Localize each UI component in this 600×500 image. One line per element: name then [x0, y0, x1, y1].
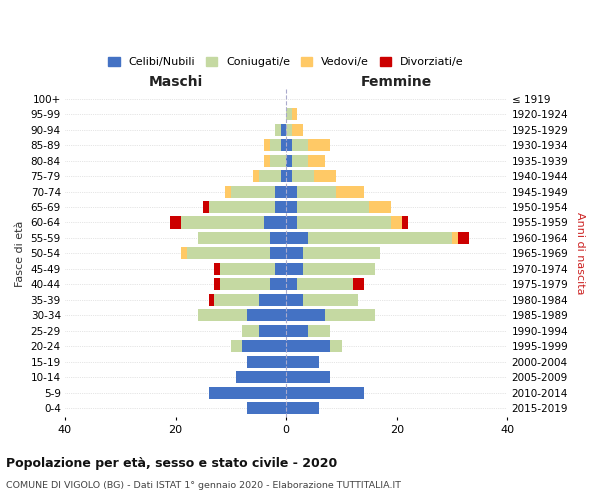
- Bar: [286, 216, 297, 228]
- Legend: Celibi/Nubili, Coniugati/e, Vedovi/e, Divorziati/e: Celibi/Nubili, Coniugati/e, Vedovi/e, Di…: [104, 52, 469, 72]
- Bar: [292, 170, 314, 182]
- Bar: [198, 232, 269, 244]
- Bar: [308, 324, 331, 337]
- Bar: [325, 310, 374, 322]
- Bar: [308, 154, 325, 166]
- Bar: [292, 108, 297, 120]
- Bar: [286, 154, 292, 166]
- Bar: [297, 201, 369, 213]
- Bar: [242, 324, 259, 337]
- Bar: [308, 232, 452, 244]
- Bar: [231, 340, 242, 352]
- Bar: [264, 139, 269, 151]
- Bar: [281, 139, 286, 151]
- Bar: [336, 186, 364, 198]
- Bar: [286, 294, 303, 306]
- Y-axis label: Fasce di età: Fasce di età: [15, 220, 25, 286]
- Bar: [170, 216, 181, 228]
- Bar: [209, 201, 275, 213]
- Bar: [209, 294, 214, 306]
- Bar: [286, 402, 319, 414]
- Bar: [292, 154, 308, 166]
- Bar: [286, 324, 308, 337]
- Bar: [286, 310, 325, 322]
- Bar: [264, 154, 269, 166]
- Bar: [226, 186, 231, 198]
- Bar: [286, 139, 292, 151]
- Bar: [269, 278, 286, 290]
- Bar: [203, 201, 209, 213]
- Bar: [286, 170, 292, 182]
- Bar: [281, 170, 286, 182]
- Bar: [286, 108, 292, 120]
- Bar: [286, 201, 297, 213]
- Text: COMUNE DI VIGOLO (BG) - Dati ISTAT 1° gennaio 2020 - Elaborazione TUTTITALIA.IT: COMUNE DI VIGOLO (BG) - Dati ISTAT 1° ge…: [6, 481, 401, 490]
- Bar: [247, 402, 286, 414]
- Text: Popolazione per età, sesso e stato civile - 2020: Popolazione per età, sesso e stato civil…: [6, 458, 337, 470]
- Bar: [403, 216, 408, 228]
- Bar: [214, 263, 220, 275]
- Bar: [292, 139, 308, 151]
- Bar: [264, 216, 286, 228]
- Bar: [214, 278, 220, 290]
- Bar: [236, 371, 286, 383]
- Bar: [286, 248, 303, 260]
- Bar: [181, 248, 187, 260]
- Bar: [220, 278, 269, 290]
- Bar: [297, 186, 336, 198]
- Bar: [286, 124, 292, 136]
- Bar: [275, 186, 286, 198]
- Bar: [275, 124, 281, 136]
- Bar: [269, 232, 286, 244]
- Bar: [303, 263, 374, 275]
- Bar: [292, 124, 303, 136]
- Bar: [269, 139, 281, 151]
- Bar: [314, 170, 336, 182]
- Bar: [259, 324, 286, 337]
- Bar: [458, 232, 469, 244]
- Bar: [247, 310, 286, 322]
- Bar: [286, 386, 364, 398]
- Bar: [269, 248, 286, 260]
- Bar: [308, 139, 331, 151]
- Bar: [297, 278, 353, 290]
- Bar: [303, 248, 380, 260]
- Text: Maschi: Maschi: [148, 74, 203, 88]
- Bar: [198, 310, 247, 322]
- Bar: [353, 278, 364, 290]
- Bar: [281, 124, 286, 136]
- Bar: [286, 186, 297, 198]
- Bar: [369, 201, 391, 213]
- Bar: [231, 186, 275, 198]
- Bar: [242, 340, 286, 352]
- Bar: [286, 371, 331, 383]
- Bar: [269, 154, 286, 166]
- Bar: [187, 248, 269, 260]
- Bar: [286, 232, 308, 244]
- Text: Femmine: Femmine: [361, 74, 433, 88]
- Bar: [259, 294, 286, 306]
- Bar: [331, 340, 341, 352]
- Bar: [209, 386, 286, 398]
- Bar: [286, 278, 297, 290]
- Bar: [286, 356, 319, 368]
- Bar: [286, 263, 303, 275]
- Bar: [391, 216, 403, 228]
- Bar: [275, 263, 286, 275]
- Bar: [259, 170, 281, 182]
- Bar: [181, 216, 264, 228]
- Bar: [247, 356, 286, 368]
- Bar: [303, 294, 358, 306]
- Bar: [214, 294, 259, 306]
- Bar: [220, 263, 275, 275]
- Bar: [253, 170, 259, 182]
- Bar: [297, 216, 391, 228]
- Y-axis label: Anni di nascita: Anni di nascita: [575, 212, 585, 294]
- Bar: [452, 232, 458, 244]
- Bar: [275, 201, 286, 213]
- Bar: [286, 340, 331, 352]
